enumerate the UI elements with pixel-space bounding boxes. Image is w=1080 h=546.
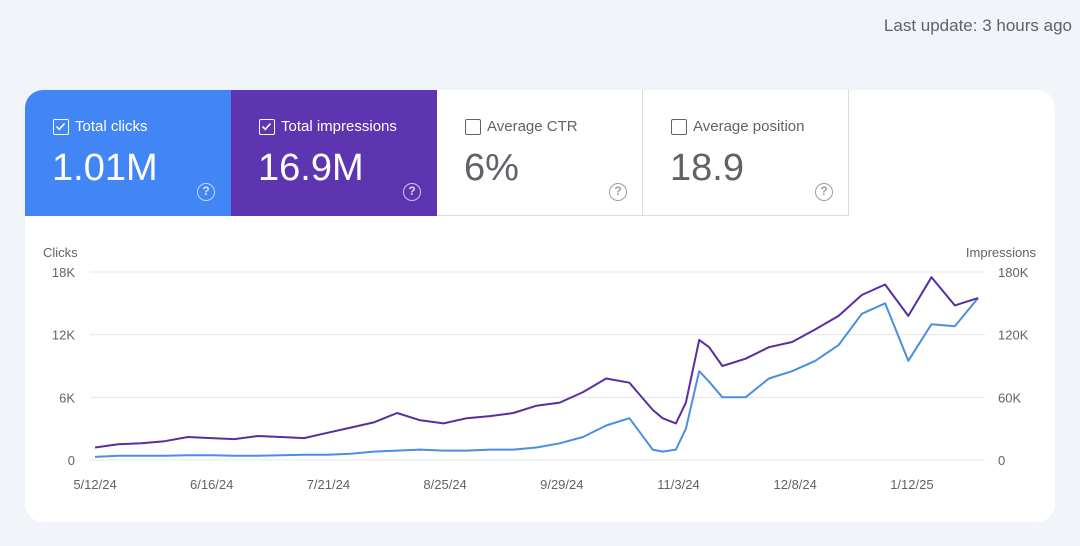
metric-tile-average-ctr[interactable]: Average CTR 6% ? (437, 90, 643, 216)
check-icon[interactable] (259, 119, 275, 135)
left-tick-label: 18K (52, 265, 75, 280)
performance-card: Clicks Impressions 0 6K 12K 18K 0 60K 120K 180… (25, 90, 1055, 522)
x-tick-label: 11/3/24 (657, 477, 699, 492)
help-icon[interactable]: ? (403, 183, 421, 201)
x-tick-label: 9/29/24 (540, 477, 583, 492)
x-tick-label: 8/25/24 (423, 477, 466, 492)
metric-tiles: Total clicks 1.01M ? Total impressions 1… (25, 90, 849, 216)
help-icon[interactable]: ? (197, 183, 215, 201)
performance-chart: Clicks Impressions 0 6K 12K 18K 0 60K 120K 180… (43, 245, 1037, 492)
x-tick-label: 1/12/25 (890, 477, 933, 492)
right-axis-ticks: 0 60K 120K 180K (998, 265, 1029, 468)
x-tick-label: 6/16/24 (190, 477, 233, 492)
grid-lines (90, 271, 985, 461)
left-tick-label: 12K (52, 328, 75, 343)
left-axis-ticks: 0 6K 12K 18K (52, 265, 75, 468)
right-tick-label: 120K (998, 328, 1029, 343)
metric-value: 16.9M (258, 147, 364, 189)
metric-value: 18.9 (670, 147, 744, 189)
x-tick-label: 7/21/24 (307, 477, 350, 492)
x-tick-label: 5/12/24 (73, 477, 116, 492)
metric-tile-average-position[interactable]: Average position 18.9 ? (643, 90, 849, 216)
metric-label: Average position (693, 118, 805, 135)
help-icon[interactable]: ? (609, 183, 627, 201)
clicks-series-line (94, 297, 979, 458)
right-tick-label: 0 (998, 453, 1005, 468)
metric-tile-total-clicks[interactable]: Total clicks 1.01M ? (25, 90, 231, 216)
left-axis-label: Clicks (43, 245, 78, 260)
left-tick-label: 0 (68, 453, 75, 468)
metric-label: Total clicks (75, 118, 148, 135)
right-tick-label: 180K (998, 265, 1029, 280)
x-axis-ticks: 5/12/24 6/16/24 7/21/24 8/25/24 9/29/24 11/3/… (73, 477, 933, 492)
metric-value: 1.01M (52, 147, 158, 189)
metric-value: 6% (464, 147, 519, 189)
metric-label: Average CTR (487, 118, 578, 135)
checkbox-empty-icon[interactable] (671, 119, 687, 135)
metric-label: Total impressions (281, 118, 397, 135)
metric-tile-total-impressions[interactable]: Total impressions 16.9M ? (231, 90, 437, 216)
last-update-text: Last update: 3 hours ago (883, 16, 1072, 35)
impressions-series-line (94, 276, 979, 449)
checkbox-empty-icon[interactable] (465, 119, 481, 135)
check-icon[interactable] (53, 119, 69, 135)
right-axis-label: Impressions (966, 245, 1037, 260)
x-tick-label: 12/8/24 (774, 477, 817, 492)
right-tick-label: 60K (998, 390, 1021, 405)
left-tick-label: 6K (59, 390, 75, 405)
help-icon[interactable]: ? (815, 183, 833, 201)
